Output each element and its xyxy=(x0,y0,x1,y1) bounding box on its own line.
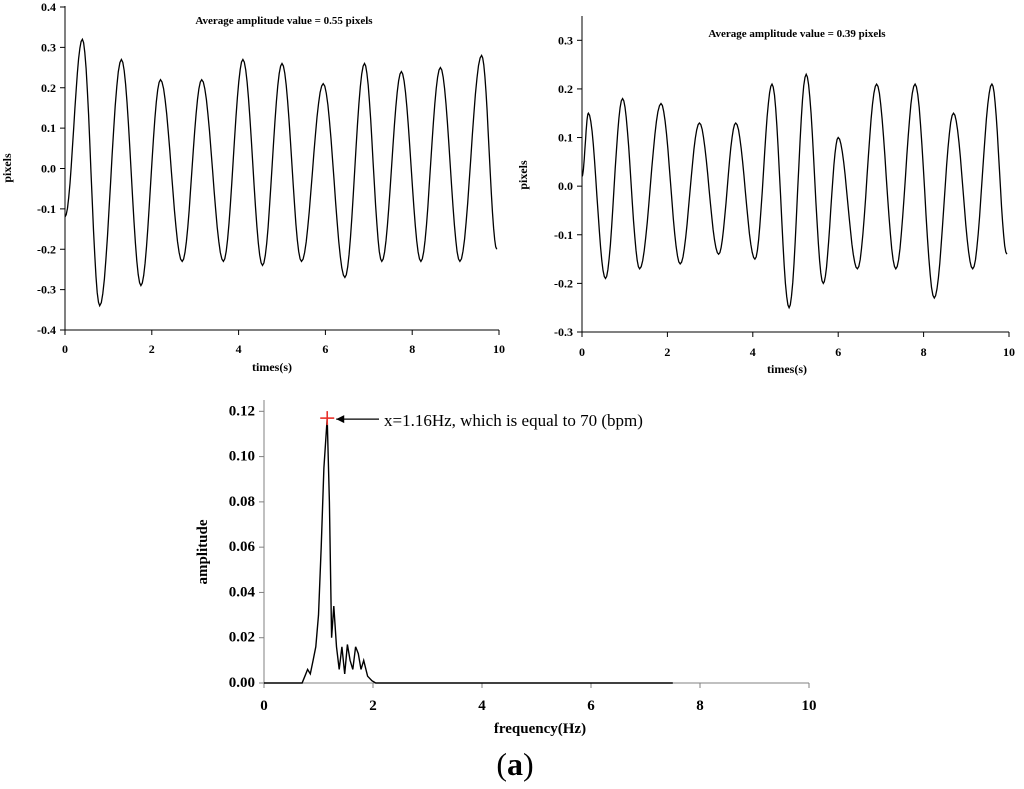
y-tick-label: 0.1 xyxy=(41,121,56,135)
chart-bottom-spectrum: 0.00 0.02 0.04 0.06 0.08 0.10 0.12 0 2 4 6 8 10 x=1… xyxy=(195,400,817,737)
panel-label: (a) xyxy=(496,746,534,782)
x-tick-label: 0 xyxy=(260,698,268,714)
x-tick-label: 2 xyxy=(149,342,155,356)
x-tick-labels: 0 2 4 6 8 10 xyxy=(62,342,505,356)
chart-annotation: Average amplitude value = 0.39 pixels xyxy=(708,28,886,40)
y-tick-label: 0.0 xyxy=(558,179,573,193)
axis-tick-marks xyxy=(259,410,810,688)
peak-marker xyxy=(320,411,379,426)
x-tick-label: 10 xyxy=(802,698,817,714)
x-tick-label: 6 xyxy=(587,698,595,714)
x-tick-label: 0 xyxy=(62,342,68,356)
series-line xyxy=(581,72,1008,310)
y-tick-label: -0.2 xyxy=(554,276,573,290)
x-axis-label: times(s) xyxy=(767,362,807,376)
y-tick-label: 0.02 xyxy=(229,630,255,646)
series-line xyxy=(64,37,498,308)
y-tick-label: 0.06 xyxy=(229,539,256,555)
x-tick-label: 6 xyxy=(322,342,328,356)
x-tick-label: 4 xyxy=(236,342,242,356)
x-tick-label: 4 xyxy=(750,345,756,359)
y-tick-label: 0.2 xyxy=(558,82,573,96)
y-tick-label: 0.1 xyxy=(558,131,573,145)
chart-top-left: Average amplitude value = 0.55 pixels -0… xyxy=(0,0,505,374)
y-tick-label: 0.3 xyxy=(558,33,573,47)
y-tick-label: 0.10 xyxy=(229,449,255,465)
x-tick-label: 6 xyxy=(835,345,841,359)
y-tick-label: -0.4 xyxy=(37,323,56,337)
y-tick-label: 0.08 xyxy=(229,494,255,510)
x-tick-label: 0 xyxy=(579,345,585,359)
y-tick-label: -0.3 xyxy=(37,283,56,297)
peak-annotation: x=1.16Hz, which is equal to 70 (bpm) xyxy=(384,411,643,430)
series-line xyxy=(264,418,673,684)
x-tick-label: 10 xyxy=(1003,345,1015,359)
y-tick-labels: -0.3 -0.2 -0.1 0.0 0.1 0.2 0.3 xyxy=(554,33,573,339)
y-tick-label: 0.4 xyxy=(41,0,56,14)
y-tick-label: 0.00 xyxy=(229,675,255,691)
x-tick-label: 8 xyxy=(409,342,415,356)
x-tick-label: 2 xyxy=(369,698,377,714)
x-tick-labels: 0 2 4 6 8 10 xyxy=(579,345,1015,359)
x-axis-label: times(s) xyxy=(252,360,292,374)
y-tick-label: 0.0 xyxy=(41,162,56,176)
x-tick-label: 10 xyxy=(493,342,505,356)
x-tick-label: 8 xyxy=(921,345,927,359)
x-tick-labels: 0 2 4 6 8 10 xyxy=(260,698,816,714)
y-tick-label: 0.12 xyxy=(229,403,255,419)
y-axis-label: pixels xyxy=(0,153,14,183)
y-tick-label: 0.04 xyxy=(229,584,256,600)
annotation-arrow-head xyxy=(336,415,345,424)
y-tick-label: 0.2 xyxy=(41,81,56,95)
y-tick-label: -0.1 xyxy=(554,228,573,242)
y-tick-label: -0.2 xyxy=(37,242,56,256)
axis-tick-marks xyxy=(60,6,500,335)
y-axis-label: amplitude xyxy=(195,519,211,584)
chart-annotation: Average amplitude value = 0.55 pixels xyxy=(195,15,373,27)
chart-top-right: Average amplitude value = 0.39 pixels -0… xyxy=(516,16,1015,376)
x-tick-label: 4 xyxy=(478,698,486,714)
x-tick-label: 8 xyxy=(696,698,704,714)
y-tick-label: 0.3 xyxy=(41,40,56,54)
y-tick-label: -0.3 xyxy=(554,325,573,339)
x-axis-label: frequency(Hz) xyxy=(494,721,586,737)
axis-tick-marks xyxy=(577,39,1010,337)
x-tick-label: 2 xyxy=(664,345,670,359)
y-tick-labels: -0.4 -0.3 -0.2 -0.1 0.0 0.1 0.2 0.3 0.4 xyxy=(37,0,56,337)
y-axis-label: pixels xyxy=(516,160,530,190)
y-tick-label: -0.1 xyxy=(37,202,56,216)
y-tick-labels: 0.00 0.02 0.04 0.06 0.08 0.10 0.12 xyxy=(229,403,256,691)
